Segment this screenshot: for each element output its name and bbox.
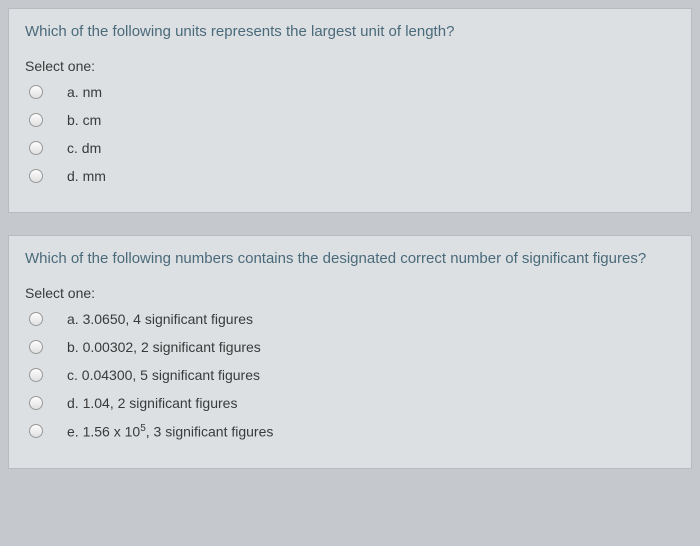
option-label: c. 0.04300, 5 significant figures bbox=[67, 367, 260, 383]
option-label: d. 1.04, 2 significant figures bbox=[67, 395, 237, 411]
option-label: a. 3.0650, 4 significant figures bbox=[67, 311, 253, 327]
option-label: b. cm bbox=[67, 112, 101, 128]
option-row[interactable]: b. 0.00302, 2 significant figures bbox=[29, 339, 675, 355]
option-label: a. nm bbox=[67, 84, 102, 100]
option-label: e. 1.56 x 105, 3 significant figures bbox=[67, 423, 273, 440]
option-row[interactable]: c. 0.04300, 5 significant figures bbox=[29, 367, 675, 383]
option-label: c. dm bbox=[67, 140, 101, 156]
option-row[interactable]: c. dm bbox=[29, 140, 675, 156]
options-list: a. 3.0650, 4 significant figures b. 0.00… bbox=[25, 311, 675, 440]
option-row[interactable]: e. 1.56 x 105, 3 significant figures bbox=[29, 423, 675, 440]
option-row[interactable]: a. 3.0650, 4 significant figures bbox=[29, 311, 675, 327]
question-prompt: Which of the following units represents … bbox=[25, 23, 675, 40]
option-label: d. mm bbox=[67, 168, 106, 184]
option-label: b. 0.00302, 2 significant figures bbox=[67, 339, 261, 355]
radio-button[interactable] bbox=[29, 312, 43, 326]
option-row[interactable]: b. cm bbox=[29, 112, 675, 128]
question-prompt: Which of the following numbers contains … bbox=[25, 250, 675, 267]
radio-button[interactable] bbox=[29, 340, 43, 354]
radio-button[interactable] bbox=[29, 85, 43, 99]
question-block-2: Which of the following numbers contains … bbox=[8, 235, 692, 469]
option-row[interactable]: d. mm bbox=[29, 168, 675, 184]
radio-button[interactable] bbox=[29, 368, 43, 382]
option-row[interactable]: a. nm bbox=[29, 84, 675, 100]
option-row[interactable]: d. 1.04, 2 significant figures bbox=[29, 395, 675, 411]
radio-button[interactable] bbox=[29, 141, 43, 155]
question-block-1: Which of the following units represents … bbox=[8, 8, 692, 213]
radio-button[interactable] bbox=[29, 169, 43, 183]
radio-button[interactable] bbox=[29, 113, 43, 127]
options-list: a. nm b. cm c. dm d. mm bbox=[25, 84, 675, 184]
select-one-label: Select one: bbox=[25, 58, 675, 74]
select-one-label: Select one: bbox=[25, 285, 675, 301]
radio-button[interactable] bbox=[29, 396, 43, 410]
radio-button[interactable] bbox=[29, 424, 43, 438]
